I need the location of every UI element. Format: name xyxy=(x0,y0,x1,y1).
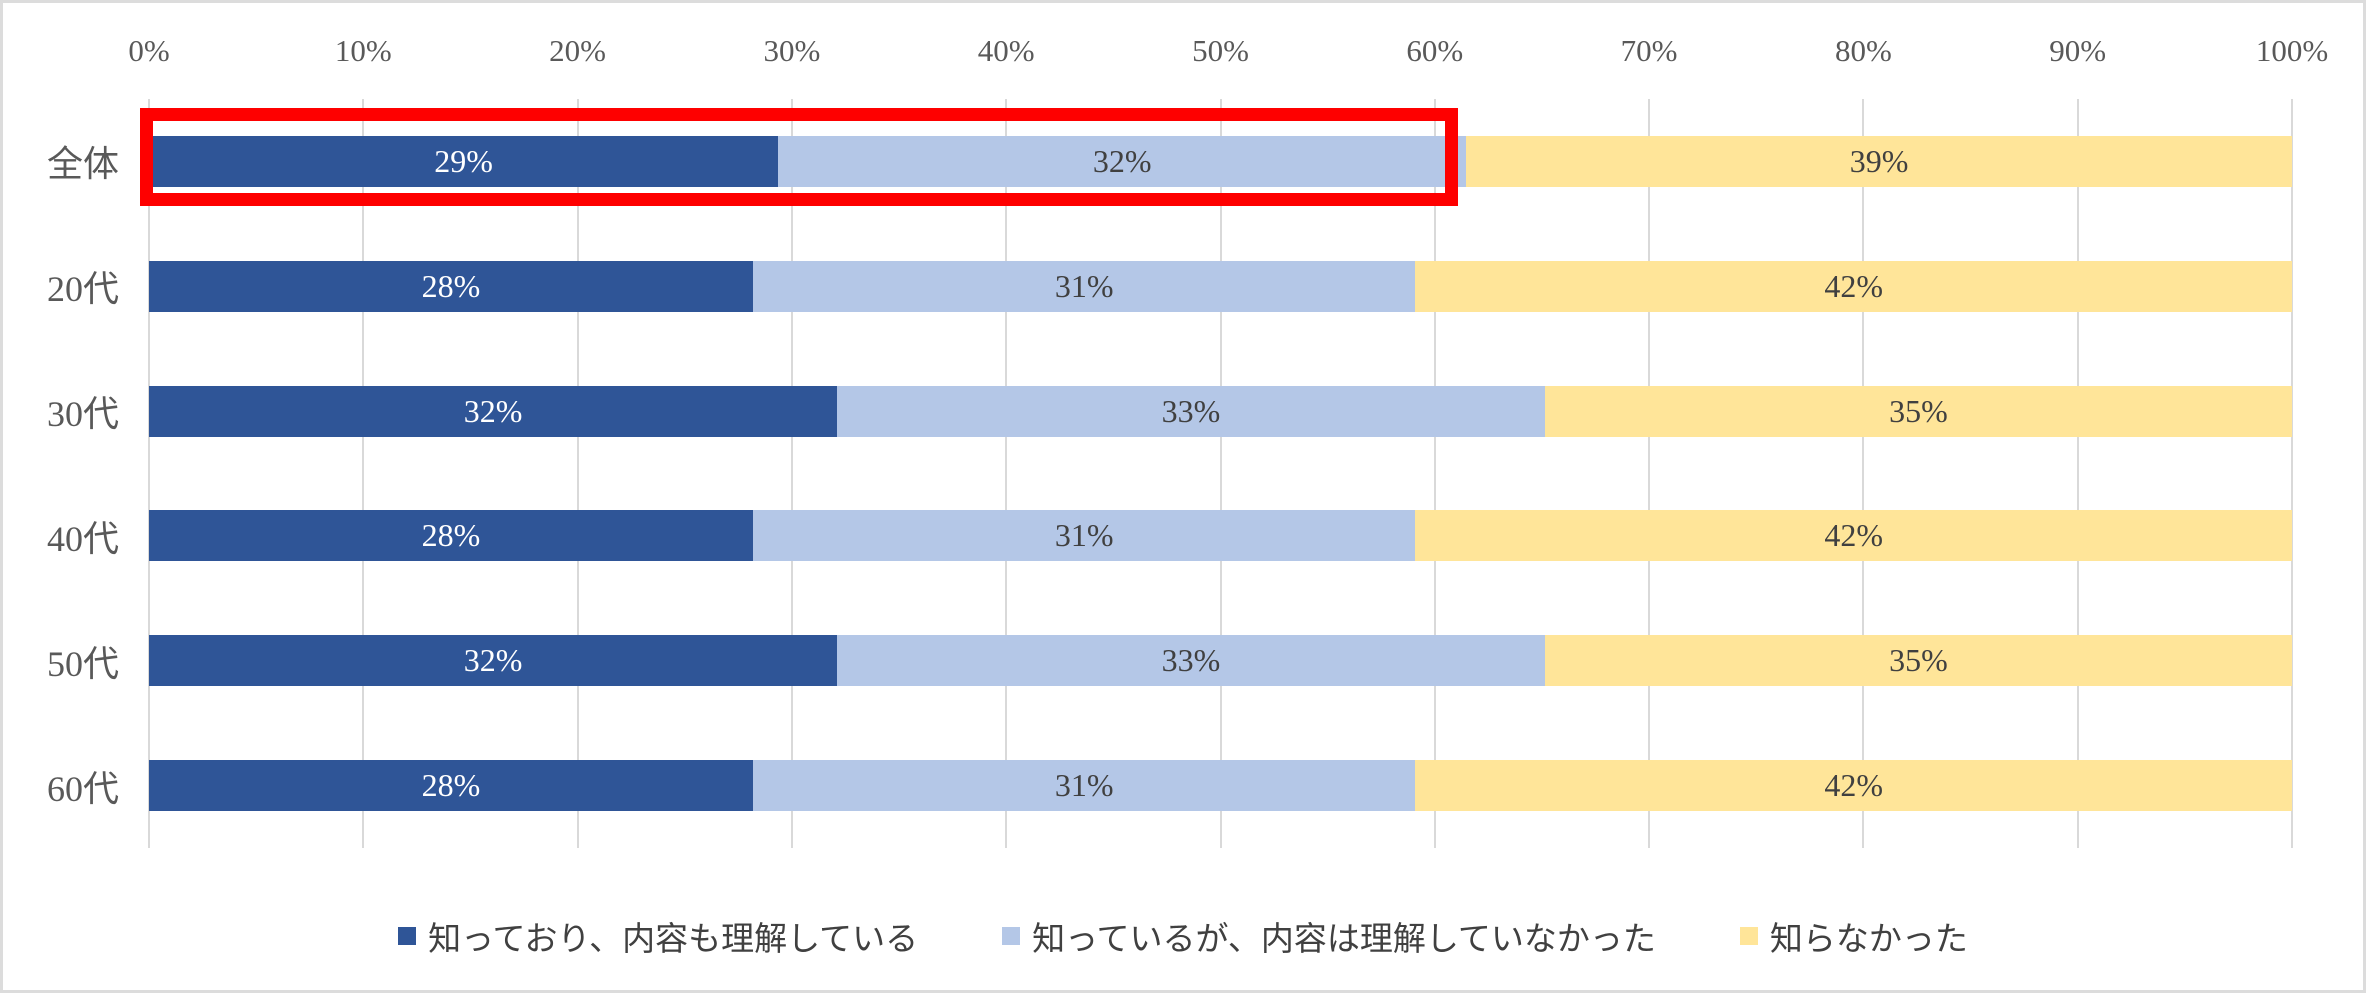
stacked-bar: 28% 31% 42% xyxy=(149,510,2292,562)
category-label: 40代 xyxy=(46,518,119,559)
legend-label: 知っており、内容も理解している xyxy=(428,922,919,958)
bar-segment: 28% xyxy=(149,760,753,812)
category-slot: 40代 xyxy=(3,473,149,598)
bar-segment: 35% xyxy=(1544,635,2293,687)
gridline xyxy=(1648,99,1651,848)
bar-value-label: 31% xyxy=(1054,267,1114,304)
bar-segment: 31% xyxy=(752,510,1416,562)
bar-row: 28% 31% 42% xyxy=(149,723,2292,848)
bar-segment: 42% xyxy=(1415,510,2292,562)
bar-value-label: 28% xyxy=(421,517,481,554)
bar-value-label: 32% xyxy=(1092,142,1152,179)
x-tick-label: 20% xyxy=(549,33,607,68)
bar-row: 32% 33% 35% xyxy=(149,598,2293,723)
bar-value-label: 42% xyxy=(1824,767,1884,804)
bar-value-label: 28% xyxy=(421,767,481,804)
legend-swatch-icon xyxy=(1002,927,1021,945)
category-label: 50代 xyxy=(46,643,119,684)
legend-swatch-icon xyxy=(1739,927,1758,945)
x-tick-label: 90% xyxy=(2049,33,2107,68)
stacked-bar: 29% 32% 39% xyxy=(149,135,2292,187)
bar-value-label: 33% xyxy=(1161,392,1221,429)
category-label: 20代 xyxy=(46,269,119,310)
bar-segment: 31% xyxy=(752,260,1416,312)
bar-rows: 29% 32% 39% 28% 31% 42% 32% 33% 35% 28% 31% 42% 32% 3… xyxy=(149,99,2293,848)
category-slot: 全体 xyxy=(3,99,149,224)
stacked-bar: 32% 33% 35% xyxy=(149,635,2293,687)
stacked-bar: 32% 33% 35% xyxy=(149,385,2293,437)
bar-value-label: 29% xyxy=(434,142,493,179)
legend-label: 知らなかった xyxy=(1769,922,1968,958)
bar-value-label: 33% xyxy=(1161,642,1221,679)
bar-segment: 31% xyxy=(752,760,1416,812)
x-axis: 0% 10% 20% 30% 40% 50% 60% 70% 80% 90% 100% xyxy=(128,27,2328,75)
bar-value-label: 32% xyxy=(463,392,523,429)
legend-item: 知らなかった xyxy=(1739,912,1968,960)
legend-swatch-icon xyxy=(398,927,417,945)
category-slot: 60代 xyxy=(3,723,149,848)
category-slot: 30代 xyxy=(3,349,149,474)
bar-row: 28% 31% 42% xyxy=(149,224,2292,349)
bar-value-label: 42% xyxy=(1824,517,1884,554)
bar-row: 28% 31% 42% xyxy=(149,473,2292,598)
bar-value-label: 31% xyxy=(1054,767,1114,804)
gridline xyxy=(2291,99,2293,848)
category-axis: 全体 20代 30代 40代 50代 60代 xyxy=(3,99,149,848)
x-tick-label: 30% xyxy=(763,33,821,68)
bar-segment: 33% xyxy=(837,385,1545,437)
bar-row: 32% 33% 35% xyxy=(149,349,2293,474)
stacked-bar: 28% 31% 42% xyxy=(149,260,2292,312)
category-slot: 50代 xyxy=(3,598,149,723)
bar-value-label: 28% xyxy=(421,267,481,304)
x-tick-label: 10% xyxy=(334,33,392,68)
x-tick-label: 100% xyxy=(2255,33,2329,68)
bar-segment: 32% xyxy=(149,385,838,437)
plot-area: 29% 32% 39% 28% 31% 42% 32% 33% 35% 28% 31% 42% 32% 3… xyxy=(148,99,2293,848)
bar-segment: 28% xyxy=(149,510,753,562)
category-label: 全体 xyxy=(46,144,119,185)
x-tick-label: 70% xyxy=(1620,33,1678,68)
bar-value-label: 42% xyxy=(1824,267,1884,304)
bar-segment: 32% xyxy=(149,635,838,687)
category-slot: 20代 xyxy=(3,224,149,349)
category-label: 60代 xyxy=(46,768,119,809)
x-tick-label: 0% xyxy=(128,33,170,68)
bar-value-label: 39% xyxy=(1849,142,1909,179)
bar-segment: 42% xyxy=(1415,760,2292,812)
bar-segment: 39% xyxy=(1466,135,2292,187)
bar-value-label: 32% xyxy=(463,642,523,679)
gridline xyxy=(362,99,365,848)
x-tick-label: 50% xyxy=(1192,33,1249,68)
stacked-bar: 28% 31% 42% xyxy=(149,760,2292,812)
bar-segment: 35% xyxy=(1544,385,2293,437)
gridline xyxy=(1862,99,1865,848)
gridline xyxy=(1005,99,1008,848)
bar-value-label: 35% xyxy=(1889,392,1948,429)
bar-segment: 32% xyxy=(778,135,1467,187)
bar-row: 29% 32% 39% xyxy=(149,99,2292,224)
bar-segment: 42% xyxy=(1415,260,2292,312)
x-tick-label: 60% xyxy=(1406,33,1464,68)
legend-item: 知っているが、内容は理解していなかった xyxy=(1002,912,1656,960)
gridline xyxy=(2076,99,2079,848)
gridline xyxy=(1433,99,1436,848)
bar-segment: 33% xyxy=(837,635,1545,687)
legend-item: 知っており、内容も理解している xyxy=(398,912,918,960)
gridline xyxy=(576,99,579,848)
gridline xyxy=(148,99,150,848)
gridline xyxy=(790,99,793,848)
bar-value-label: 35% xyxy=(1889,642,1948,679)
category-label: 30代 xyxy=(46,394,119,435)
x-tick-label: 80% xyxy=(1834,33,1892,68)
legend-label: 知っているが、内容は理解していなかった xyxy=(1032,922,1656,958)
legend: 知っており、内容も理解している 知っているが、内容は理解していなかった 知らなかった xyxy=(3,899,2363,973)
bar-segment: 28% xyxy=(149,260,753,312)
bar-segment: 29% xyxy=(149,135,779,187)
bar-value-label: 31% xyxy=(1054,517,1114,554)
highlight-box xyxy=(140,107,1459,206)
gridline xyxy=(1219,99,1222,848)
x-tick-label: 40% xyxy=(977,33,1035,68)
